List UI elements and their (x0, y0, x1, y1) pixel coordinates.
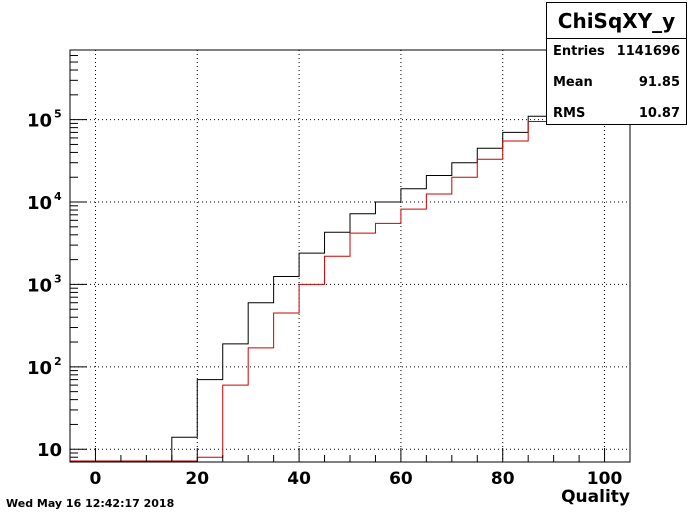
y-tick-label: 10 (27, 111, 52, 132)
stats-box: ChiSqXY_y Entries 1141696 Mean 91.85 RMS… (546, 2, 687, 125)
x-tick-label: 80 (491, 469, 515, 489)
y-tick-label: 10 (37, 440, 62, 461)
y-tick-exponent: 3 (54, 272, 62, 285)
stats-row-rms: RMS 10.87 (553, 104, 680, 124)
timestamp: Wed May 16 12:42:17 2018 (6, 497, 175, 510)
stats-title: ChiSqXY_y (547, 3, 686, 39)
stats-value: 91.85 (638, 75, 680, 90)
y-tick-label: 10 (27, 193, 52, 214)
stats-label: RMS (553, 106, 586, 121)
x-tick-label: 20 (185, 469, 209, 489)
y-tick-exponent: 5 (54, 108, 62, 121)
y-tick-exponent: 4 (54, 190, 62, 203)
stats-label: Mean (553, 75, 593, 90)
axis-ticks (69, 49, 631, 463)
histogram-series-0 (70, 71, 630, 462)
stats-row-mean: Mean 91.85 (553, 73, 680, 93)
x-tick-label: 100 (587, 469, 623, 489)
y-tick-label: 10 (27, 275, 52, 296)
stats-value: 10.87 (638, 106, 680, 121)
x-tick-label: 40 (287, 469, 311, 489)
y-tick-label: 10 (27, 358, 52, 379)
x-tick-label: 0 (90, 469, 102, 489)
x-axis-label: Quality (561, 487, 630, 507)
stats-label: Entries (553, 44, 605, 59)
stats-row-entries: Entries 1141696 (553, 42, 680, 62)
histogram-series (70, 71, 630, 462)
x-tick-label: 60 (389, 469, 413, 489)
histogram-series-1 (70, 76, 630, 462)
stats-value: 1141696 (616, 44, 680, 59)
y-tick-exponent: 2 (54, 355, 62, 368)
